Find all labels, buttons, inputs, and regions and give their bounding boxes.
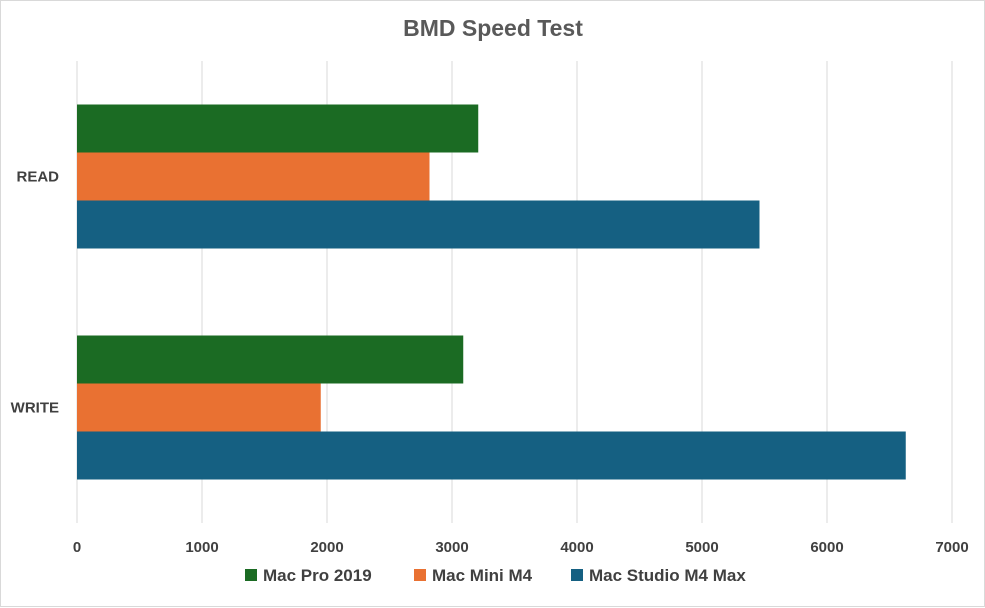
x-tick-label: 7000	[935, 539, 968, 556]
bar-write-series-2	[77, 431, 906, 480]
x-tick-label: 1000	[185, 539, 218, 556]
legend-swatch	[571, 569, 583, 581]
x-axis-ticks: 0 1000 2000 3000 4000 5000 6000 7000	[73, 539, 969, 556]
x-tick-label: 6000	[810, 539, 843, 556]
legend-label: Mac Pro 2019	[263, 566, 372, 585]
category-label: WRITE	[11, 400, 59, 417]
bar-read-series-2	[77, 200, 760, 249]
legend-label: Mac Studio M4 Max	[589, 566, 746, 585]
legend-swatch	[245, 569, 257, 581]
x-tick-label: 0	[73, 539, 81, 556]
legend-swatch	[414, 569, 426, 581]
chart-title: BMD Speed Test	[403, 15, 583, 41]
bar-write-series-1	[77, 383, 321, 432]
y-axis-categories: READ WRITE	[11, 169, 59, 417]
x-tick-label: 5000	[685, 539, 718, 556]
x-tick-label: 2000	[310, 539, 343, 556]
bar-read-series-1	[77, 152, 430, 201]
x-tick-label: 3000	[435, 539, 468, 556]
bar-write-series-0	[77, 335, 464, 384]
x-tick-label: 4000	[560, 539, 593, 556]
legend: Mac Pro 2019 Mac Mini M4 Mac Studio M4 Max	[245, 566, 746, 585]
category-label: READ	[16, 169, 59, 186]
legend-label: Mac Mini M4	[432, 566, 533, 585]
bars	[77, 104, 906, 480]
bar-read-series-0	[77, 104, 479, 153]
